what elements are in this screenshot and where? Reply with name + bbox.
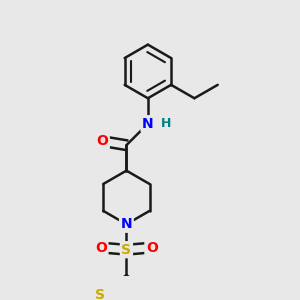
Text: O: O <box>146 241 158 255</box>
Text: N: N <box>121 217 132 231</box>
Text: O: O <box>95 241 107 255</box>
Text: O: O <box>96 134 108 148</box>
Text: S: S <box>95 288 105 300</box>
Text: H: H <box>161 117 171 130</box>
Text: N: N <box>142 117 154 131</box>
Text: S: S <box>122 243 131 257</box>
